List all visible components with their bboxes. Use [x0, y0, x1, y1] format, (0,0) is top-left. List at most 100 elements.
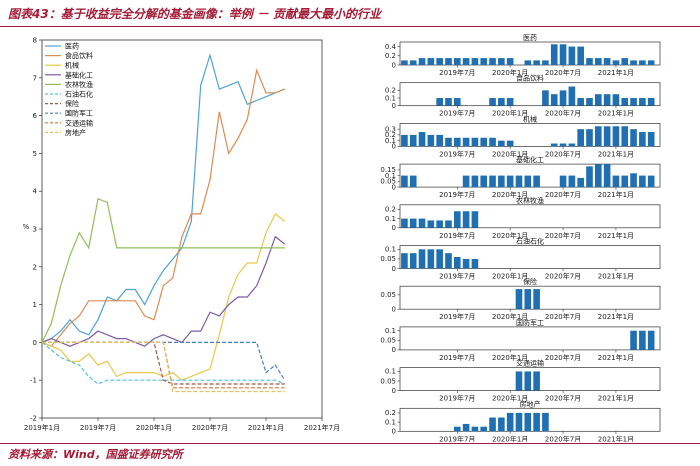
y-tick-label: 2 [33, 263, 37, 271]
bar [630, 60, 637, 65]
y-tick-label: -2 [30, 415, 37, 423]
panel-x-label: 2020年1月 [492, 109, 528, 118]
panel-x-label: 2021年1月 [598, 394, 634, 403]
panel-x-label: 2020年1月 [492, 190, 528, 199]
bar [445, 58, 452, 65]
panel-x-label: 2019年7月 [439, 109, 475, 118]
panel-x-label: 2021年1月 [598, 272, 634, 281]
panel-y-label: 0 [392, 102, 396, 110]
panel-x-label: 2021年1月 [598, 109, 634, 118]
bar [515, 175, 523, 188]
panel-title: 国防军工 [516, 318, 544, 327]
y-tick-label: 1 [33, 301, 37, 309]
series-line-3 [41, 235, 286, 347]
panel-title: 交通运输 [516, 359, 544, 368]
bar [436, 134, 443, 147]
bar [409, 218, 417, 228]
bar [621, 58, 629, 65]
bar [462, 258, 470, 269]
panel-x-label: 2019年7月 [439, 434, 475, 442]
bar [603, 94, 611, 106]
bar [462, 175, 470, 188]
bar [524, 289, 532, 310]
bar [401, 60, 408, 65]
panel-x-label: 2019年7月 [439, 68, 475, 77]
panel-y-label: 0 [392, 183, 396, 191]
panel-x-label: 2020年7月 [545, 312, 581, 321]
bar [401, 253, 408, 269]
bar [515, 371, 523, 391]
y-tick-label: 4 [33, 188, 38, 196]
bar [639, 98, 646, 106]
x-tick-label: 2021年7月 [304, 423, 340, 432]
panel-x-label: 2020年1月 [492, 231, 528, 240]
bar [506, 58, 514, 65]
bar [471, 426, 479, 432]
title-bar: 图表43：基于收益完全分解的基金画像：举例 － 贡献最大最小的行业 [0, 0, 700, 26]
legend-label: 保险 [65, 99, 79, 108]
bar [586, 166, 593, 188]
figure-title: 图表43：基于收益完全分解的基金画像：举例 － 贡献最大最小的行业 [8, 7, 382, 21]
bar [586, 98, 593, 106]
bar [568, 143, 576, 147]
series-line-0 [41, 52, 285, 343]
panel-x-label: 2021年1月 [598, 149, 634, 158]
panel-y-label: 0.1 [385, 94, 396, 102]
panel-x-label: 2021年1月 [598, 353, 634, 362]
y-tick-label: 7 [33, 74, 37, 82]
panel-y-label: 0 [392, 143, 396, 151]
bar [630, 173, 637, 188]
panel-y-label: 0.2 [385, 52, 396, 60]
series-line-9 [42, 341, 285, 393]
bar [639, 60, 646, 65]
bar [471, 211, 479, 228]
panel-x-label: 2020年7月 [545, 68, 581, 77]
bar [471, 175, 479, 188]
bar [462, 58, 470, 65]
bar [577, 98, 584, 106]
bar [471, 258, 479, 269]
panel-title: 机械 [523, 114, 537, 123]
y-tick-label: 6 [33, 112, 38, 120]
panel-x-label: 2020年1月 [492, 394, 528, 403]
bar [453, 98, 461, 106]
panel-x-label: 2019年7月 [439, 272, 475, 281]
panel-x-label: 2020年7月 [545, 231, 581, 240]
bar [568, 46, 576, 65]
panel-x-label: 2020年7月 [545, 149, 581, 158]
series-line-6 [42, 341, 285, 385]
legend-label: 机械 [65, 61, 79, 70]
y-tick-label: -1 [30, 377, 37, 385]
panel-x-label: 2019年7月 [439, 231, 475, 240]
panel-y-label: 0.2 [385, 409, 396, 417]
source-note: 资料来源：Wind，国盛证券研究所 [8, 448, 183, 461]
bar [533, 412, 540, 432]
panel-y-label: 0 [392, 346, 396, 354]
bar [445, 98, 452, 106]
legend-label: 房地产 [65, 128, 86, 137]
bar [409, 253, 417, 269]
bar [427, 58, 435, 65]
bar [612, 126, 620, 147]
bar [515, 289, 523, 310]
bar [409, 134, 417, 147]
bar [427, 134, 435, 147]
bar [524, 412, 532, 432]
legend-label: 医药 [65, 42, 79, 51]
series-line-8 [42, 341, 285, 389]
panel-y-label: 0.1 [385, 137, 396, 145]
panel-y-label: 0 [392, 265, 396, 273]
line-chart: -2 -1 0 1 2 3 4 5 6 7 8% 2019年1月 2019年7月 2020年1月 2020年… [23, 37, 340, 433]
panel-x-label: 2021年1月 [598, 434, 634, 442]
bar [586, 129, 593, 147]
bar [559, 175, 567, 188]
bar [603, 126, 611, 147]
bar [647, 60, 655, 65]
bar [480, 175, 488, 188]
bar [647, 98, 655, 106]
panel-x-label: 2020年7月 [545, 394, 581, 403]
title-rule [0, 26, 700, 27]
panel-x-label: 2021年1月 [598, 312, 634, 321]
bar [418, 58, 426, 65]
